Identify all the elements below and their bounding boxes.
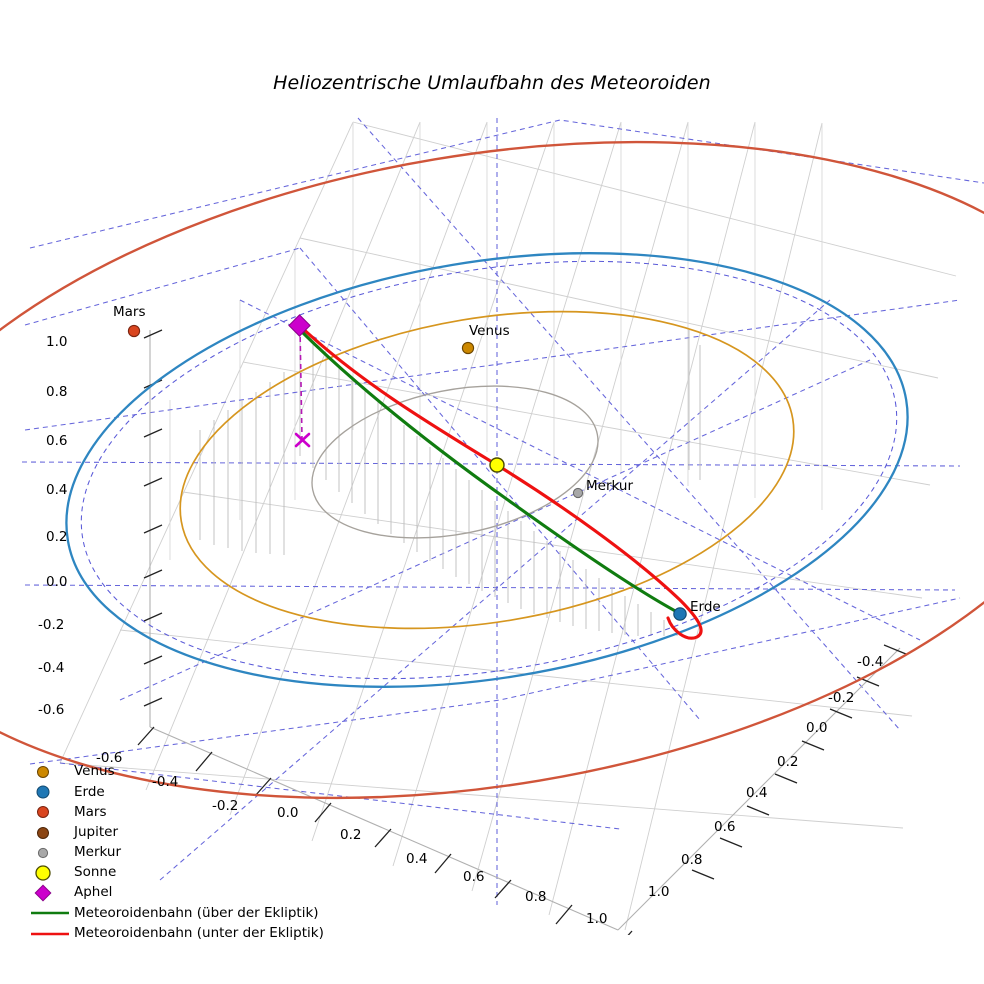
z-tick-label: -0.4 [38,660,65,676]
meteoroid-orbit-above-ecliptic [299,329,681,615]
meteoroid-orbit-below-ecliptic [298,324,703,640]
x-tick-label: -0.2 [212,798,239,814]
z-tick-label: 0.6 [46,433,68,449]
z-tick-label: 0.0 [46,574,68,590]
y-tick-label: 0.4 [746,785,768,801]
z-tick-label: 1.0 [46,334,68,350]
y-tick-label: -0.4 [857,654,884,670]
y-tick-label: 1.0 [648,884,670,900]
legend-item-erde[interactable]: Erde [28,782,328,802]
z-tick-label: 0.8 [46,384,68,400]
orbit-above-line-icon [28,903,74,923]
legend: Venus Erde Mars Jupiter Merkur [28,762,328,944]
legend-item-venus[interactable]: Venus [28,762,328,782]
erde-dot-icon [28,782,74,802]
x-tick-label: 0.2 [340,827,362,843]
trajectory-stems [199,330,701,636]
legend-label: Merkur [74,844,122,861]
label-erde: Erde [690,599,721,615]
grid-pane-walls [169,122,823,560]
orbit-venus [179,310,795,630]
x-tick-label: -0.4 [152,774,179,790]
z-tick-label: -0.2 [38,617,65,633]
body-marker-mars[interactable] [127,324,141,338]
aphel-diamond-icon [28,883,74,903]
x-tick-label: 0.6 [463,869,485,885]
mars-dot-icon [28,802,74,822]
legend-label: Erde [74,783,105,800]
body-marker-merkur[interactable] [572,487,584,499]
sonne-dot-icon [28,863,74,883]
legend-label: Jupiter [74,823,119,840]
jupiter-dot-icon [28,823,74,843]
legend-label: Mars [74,803,107,820]
legend-item-sonne[interactable]: Sonne [28,863,328,883]
orbit-merkur [311,385,599,539]
merkur-dot-icon [28,843,74,863]
y-tick-label: 0.6 [714,819,736,835]
aphel-drop-line [299,327,303,439]
legend-label: Meteoroidenbahn (unter der Ekliptik) [74,924,324,941]
x-tick-label: 0.0 [277,805,299,821]
legend-label: Meteoroidenbahn (über der Ekliptik) [74,904,319,921]
venus-dot-icon [28,762,74,782]
legend-label: Aphel [74,884,113,901]
axis-ticks [137,329,907,935]
legend-label: Sonne [74,864,117,881]
orbit-mars [0,140,984,800]
x-tick-label: -0.6 [96,750,123,766]
y-tick-label: -0.2 [828,690,855,706]
grid-pane-floor [59,121,957,931]
legend-item-orbit-above[interactable]: Meteoroidenbahn (über der Ekliptik) [28,903,328,923]
z-tick-label: 0.2 [46,529,68,545]
legend-item-mars[interactable]: Mars [28,802,328,822]
legend-item-orbit-below[interactable]: Meteoroidenbahn (unter der Ekliptik) [28,924,328,944]
y-tick-label: 0.8 [681,852,703,868]
label-mars: Mars [113,304,146,320]
label-merkur: Merkur [586,478,634,494]
body-marker-venus[interactable] [461,341,475,355]
orbit-below-line-icon [28,924,74,944]
z-tick-label: 0.4 [46,482,68,498]
y-tick-label: 0.0 [806,720,828,736]
x-tick-label: 1.0 [586,911,608,927]
aphel-projection-marker[interactable] [294,432,311,448]
label-venus: Venus [469,323,510,339]
x-tick-label: 0.8 [525,889,547,905]
z-tick-label: -0.6 [38,702,65,718]
y-tick-label: 0.2 [777,754,799,770]
aphel-marker[interactable] [288,314,311,337]
x-tick-label: 0.4 [406,851,428,867]
body-marker-sonne[interactable] [489,457,505,473]
legend-item-jupiter[interactable]: Jupiter [28,823,328,843]
orbit-ekliptik-projection [80,260,898,680]
body-marker-erde[interactable] [673,607,687,621]
legend-item-aphel[interactable]: Aphel [28,883,328,903]
legend-item-merkur[interactable]: Merkur [28,843,328,863]
orbit-erde [65,252,909,688]
legend-label: Venus [74,763,115,780]
page-title: Heliozentrische Umlaufbahn des Meteoroid… [273,72,711,94]
